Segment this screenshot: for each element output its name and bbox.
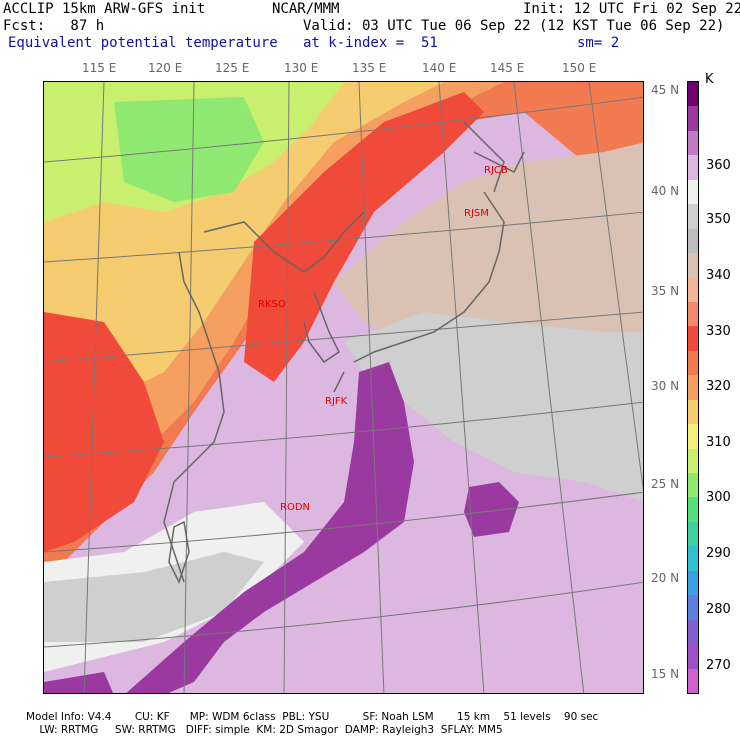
lon-line-140 [438, 82, 485, 693]
station-rkso: RKSO [258, 299, 286, 310]
lon-label-140: 140 E [422, 61, 457, 75]
colorbar-swatch [688, 424, 698, 449]
colorbar-swatch [688, 155, 698, 180]
field-name: Equivalent potential temperature [8, 35, 278, 51]
purple-blob [464, 482, 519, 537]
colorbar-label-360: 360 [706, 158, 731, 173]
colorbar-swatch [688, 326, 698, 351]
lon-line-145 [513, 82, 585, 693]
lon-line-135 [358, 82, 385, 693]
colorbar-swatch [688, 644, 698, 669]
init-time: Init: 12 UTC Fri 02 Sep 22 [523, 1, 740, 17]
colorbar-swatch [688, 106, 698, 131]
colorbar-swatch [688, 375, 698, 400]
lat-line-35 [44, 311, 643, 363]
lat-label-45: 45 N [651, 83, 680, 97]
colorbar-swatch [688, 277, 698, 302]
purple-corner [44, 672, 114, 693]
purple-band [126, 362, 414, 693]
colorbar-swatch [688, 204, 698, 229]
model-title: ACCLIP 15km ARW-GFS init [3, 1, 206, 17]
station-rjfk: RJFK [325, 396, 348, 407]
lon-line-125 [183, 82, 195, 693]
station-markers: RJCB RJSM RKSO RJFK RODN [258, 165, 508, 513]
station-rodn: RODN [280, 502, 310, 513]
lon-label-150: 150 E [562, 61, 597, 75]
lat-line-40 [44, 211, 643, 263]
red-band [244, 92, 484, 382]
colorbar-unit: K [705, 72, 714, 87]
lat-label-15: 15 N [651, 667, 680, 681]
lat-line-25 [44, 491, 643, 553]
colorbar-label-270: 270 [706, 658, 731, 673]
lat-label-40: 40 N [651, 184, 680, 198]
lon-line-120 [83, 82, 105, 693]
lat-line-45 [44, 96, 643, 163]
grey-field [344, 312, 643, 502]
colorbar-label-290: 290 [706, 546, 731, 561]
colorbar-swatch [688, 473, 698, 498]
colorbar-swatch [688, 521, 698, 547]
colorbar-swatch [688, 301, 698, 327]
colorbar-swatch [688, 179, 698, 205]
colorbar-label-320: 320 [706, 379, 731, 394]
lon-label-135: 135 E [352, 61, 387, 75]
grey-south [44, 552, 264, 642]
red-west [44, 312, 164, 552]
map-panel: RJCB RJSM RKSO RJFK RODN [43, 81, 644, 694]
k-index-label: at k-index = 51 [303, 35, 438, 51]
org-title: NCAR/MMM [272, 1, 340, 17]
colorbar-label-300: 300 [706, 490, 731, 505]
lat-label-35: 35 N [651, 284, 680, 298]
footer-line-2: LW: RRTMG SW: RRTMG DIFF: simple KM: 2D … [26, 724, 503, 736]
lon-label-115: 115 E [82, 61, 117, 75]
lat-label-30: 30 N [651, 379, 680, 393]
colorbar-swatch [688, 448, 698, 473]
lon-label-145: 145 E [490, 61, 525, 75]
lon-line-130 [283, 82, 290, 693]
lon-line-150 [588, 82, 643, 491]
colorbar-label-280: 280 [706, 602, 731, 617]
colorbar [687, 81, 699, 694]
map-canvas: RJCB RJSM RKSO RJFK RODN [44, 82, 643, 693]
lat-label-20: 20 N [651, 571, 680, 585]
taiwan-outline [168, 520, 190, 584]
coastlines [163, 121, 525, 583]
colorbar-label-340: 340 [706, 268, 731, 283]
smoothing-label: sm= 2 [577, 35, 620, 51]
colorbar-swatch [688, 350, 698, 376]
lon-label-120: 120 E [148, 61, 183, 75]
valid-time: Valid: 03 UTC Tue 06 Sep 22 (12 KST Tue … [303, 18, 725, 34]
colorbar-swatch [688, 570, 698, 596]
colorbar-swatch [688, 130, 698, 156]
colorbar-swatch [688, 546, 698, 571]
station-rjsm: RJSM [464, 208, 489, 219]
lon-label-125: 125 E [215, 61, 250, 75]
colorbar-swatch [688, 399, 698, 425]
colorbar-label-330: 330 [706, 324, 731, 339]
colorbar-swatch [688, 228, 698, 254]
lat-label-25: 25 N [651, 477, 680, 491]
lat-line-30 [44, 401, 643, 458]
forecast-hour: Fcst: 87 h [3, 18, 105, 34]
lon-label-130: 130 E [284, 61, 319, 75]
colorbar-swatch [688, 82, 698, 107]
colorbar-swatch [688, 619, 698, 645]
lat-line-20 [44, 581, 643, 648]
footer-line-1: Model Info: V4.4 CU: KF MP: WDM 6class P… [26, 711, 599, 723]
colorbar-swatch [688, 595, 698, 620]
colorbar-label-310: 310 [706, 435, 731, 450]
station-rjcb: RJCB [484, 165, 508, 176]
colorbar-label-350: 350 [706, 212, 731, 227]
colorbar-swatch [688, 253, 698, 278]
colorbar-swatch [688, 497, 698, 522]
colorbar-swatch [688, 668, 698, 693]
